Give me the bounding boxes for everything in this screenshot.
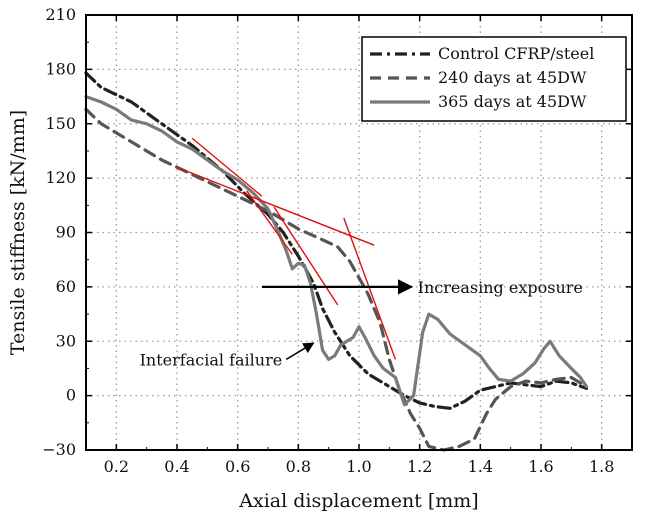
y-tick-label: 90 (56, 223, 76, 242)
y-tick-label: 210 (45, 5, 76, 24)
y-tick-label: −30 (42, 440, 76, 459)
series-lines (84, 71, 589, 452)
interfacial-failure-label: Interfacial failure (140, 350, 283, 369)
x-tick-label: 1.2 (407, 457, 432, 476)
x-tick-label: 0.4 (164, 457, 189, 476)
interfacial-failure-arrow (285, 342, 315, 361)
tangent-line (246, 190, 293, 255)
tangent-line (273, 206, 339, 306)
legend: Control CFRP/steel 240 days at 45DW 365 da… (361, 36, 627, 122)
x-tick-label: 0.2 (104, 457, 129, 476)
plot-frame (85, 14, 633, 451)
series-line-1 (84, 107, 589, 452)
x-tick-label: 0.6 (225, 457, 250, 476)
tangent-lines (176, 137, 397, 360)
y-axis-title: Tensile stiffness [kN/mm] (7, 110, 29, 355)
x-tick-label: 0.8 (286, 457, 311, 476)
y-tick-label: 0 (66, 386, 76, 405)
tangent-line (191, 137, 263, 197)
legend-label-1: 240 days at 45DW (438, 68, 587, 87)
y-tick-label: 30 (56, 331, 76, 350)
series-line-2 (84, 95, 589, 407)
annotations: Increasing exposure Interfacial failure (140, 278, 583, 370)
legend-label-0: Control CFRP/steel (438, 44, 594, 63)
y-tick-label: 180 (45, 59, 76, 78)
ticks: 0.2 0.4 0.6 0.8 1.0 1.2 1.4 1.6 1.8 −30 0 30 60 90 120… (42, 5, 633, 476)
tangent-line (343, 217, 397, 360)
y-tick-label: 120 (45, 168, 76, 187)
increasing-exposure-label: Increasing exposure (418, 278, 583, 297)
x-tick-label: 1.8 (589, 457, 614, 476)
y-tick-label: 150 (45, 114, 76, 133)
x-tick-label: 1.0 (346, 457, 371, 476)
y-tick-label: 60 (56, 277, 76, 296)
legend-label-2: 365 days at 45DW (438, 92, 587, 111)
x-tick-label: 1.6 (528, 457, 553, 476)
x-tick-label: 1.4 (468, 457, 493, 476)
x-axis-title: Axial displacement [mm] (238, 490, 478, 512)
tangent-line (176, 166, 375, 246)
